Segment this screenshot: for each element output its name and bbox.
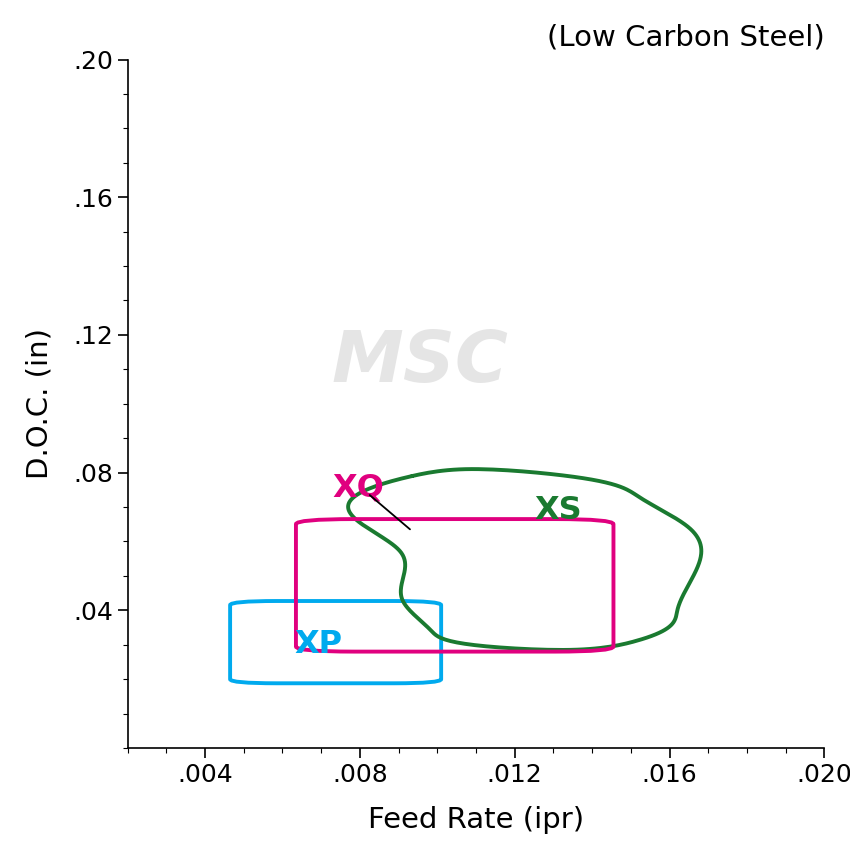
X-axis label: Feed Rate (ipr): Feed Rate (ipr) <box>368 806 584 834</box>
Text: MSC: MSC <box>332 328 508 397</box>
Text: XS: XS <box>534 495 581 526</box>
Y-axis label: D.O.C. (in): D.O.C. (in) <box>26 328 54 479</box>
Text: XQ: XQ <box>332 473 384 503</box>
Text: (Low Carbon Steel): (Low Carbon Steel) <box>547 24 824 52</box>
Text: XP: XP <box>294 629 343 660</box>
